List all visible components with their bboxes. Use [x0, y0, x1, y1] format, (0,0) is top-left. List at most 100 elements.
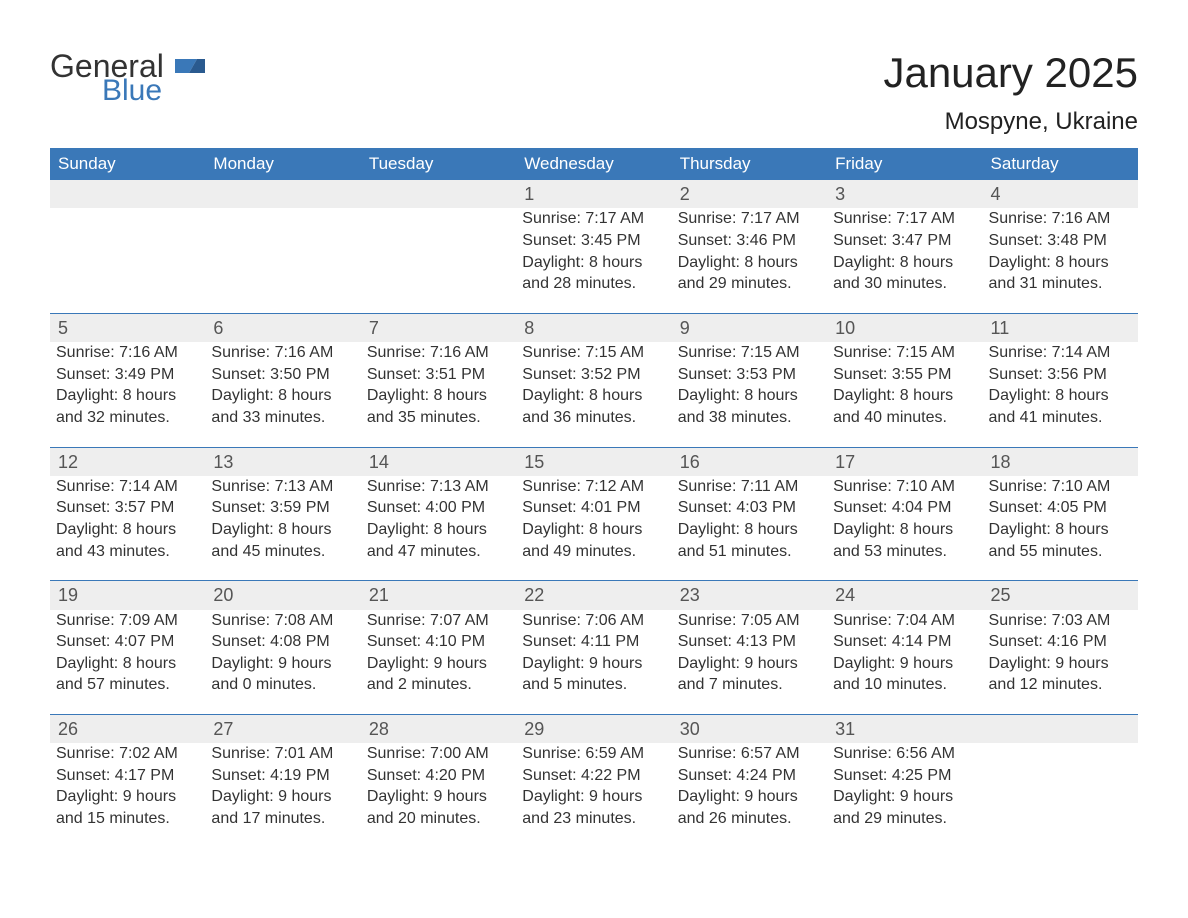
day-line-ss: Sunset: 4:13 PM — [678, 631, 821, 653]
weekday-header: Thursday — [672, 148, 827, 180]
day-line-sr: Sunrise: 7:04 AM — [833, 610, 976, 632]
day-number-cell — [361, 180, 516, 208]
day-line-d1: Daylight: 9 hours — [989, 653, 1132, 675]
day-line-d2: and 5 minutes. — [522, 674, 665, 696]
day-line-ss: Sunset: 4:00 PM — [367, 497, 510, 519]
day-body-cell: Sunrise: 7:01 AMSunset: 4:19 PMDaylight:… — [205, 743, 360, 847]
day-number-cell: 17 — [827, 447, 982, 476]
day-body-cell: Sunrise: 7:03 AMSunset: 4:16 PMDaylight:… — [983, 610, 1138, 715]
day-body-cell: Sunrise: 6:56 AMSunset: 4:25 PMDaylight:… — [827, 743, 982, 847]
day-number-cell: 22 — [516, 581, 671, 610]
day-line-d1: Daylight: 8 hours — [833, 252, 976, 274]
logo-flag-icon — [175, 50, 205, 82]
day-line-d2: and 31 minutes. — [989, 273, 1132, 295]
day-line-ss: Sunset: 3:57 PM — [56, 497, 199, 519]
day-body-cell: Sunrise: 6:59 AMSunset: 4:22 PMDaylight:… — [516, 743, 671, 847]
day-number-cell — [50, 180, 205, 208]
day-line-ss: Sunset: 4:16 PM — [989, 631, 1132, 653]
day-line-sr: Sunrise: 7:16 AM — [211, 342, 354, 364]
day-body-cell: Sunrise: 7:16 AMSunset: 3:50 PMDaylight:… — [205, 342, 360, 447]
day-line-ss: Sunset: 3:47 PM — [833, 230, 976, 252]
day-line-d1: Daylight: 9 hours — [367, 653, 510, 675]
day-line-sr: Sunrise: 7:17 AM — [522, 208, 665, 230]
week-daynum-row: 567891011 — [50, 313, 1138, 342]
day-line-sr: Sunrise: 7:06 AM — [522, 610, 665, 632]
day-body-cell: Sunrise: 7:15 AMSunset: 3:53 PMDaylight:… — [672, 342, 827, 447]
day-line-d2: and 0 minutes. — [211, 674, 354, 696]
weekday-header: Tuesday — [361, 148, 516, 180]
day-line-ss: Sunset: 3:46 PM — [678, 230, 821, 252]
day-body-cell: Sunrise: 7:14 AMSunset: 3:57 PMDaylight:… — [50, 476, 205, 581]
day-number-cell: 26 — [50, 714, 205, 743]
day-number-cell: 30 — [672, 714, 827, 743]
day-line-sr: Sunrise: 7:08 AM — [211, 610, 354, 632]
day-number-cell: 16 — [672, 447, 827, 476]
day-line-d1: Daylight: 8 hours — [678, 519, 821, 541]
day-line-d1: Daylight: 8 hours — [989, 385, 1132, 407]
day-number-cell: 19 — [50, 581, 205, 610]
day-line-d2: and 30 minutes. — [833, 273, 976, 295]
day-line-d2: and 43 minutes. — [56, 541, 199, 563]
day-number-cell: 4 — [983, 180, 1138, 208]
weekday-header: Wednesday — [516, 148, 671, 180]
day-line-ss: Sunset: 4:03 PM — [678, 497, 821, 519]
day-number-cell: 3 — [827, 180, 982, 208]
day-line-d1: Daylight: 9 hours — [211, 786, 354, 808]
day-line-d1: Daylight: 9 hours — [833, 653, 976, 675]
day-line-sr: Sunrise: 6:57 AM — [678, 743, 821, 765]
day-line-ss: Sunset: 4:04 PM — [833, 497, 976, 519]
day-line-d1: Daylight: 8 hours — [211, 385, 354, 407]
week-daynum-row: 12131415161718 — [50, 447, 1138, 476]
day-line-d2: and 15 minutes. — [56, 808, 199, 830]
day-line-d2: and 23 minutes. — [522, 808, 665, 830]
day-number-cell: 27 — [205, 714, 360, 743]
day-line-ss: Sunset: 3:49 PM — [56, 364, 199, 386]
day-line-ss: Sunset: 4:14 PM — [833, 631, 976, 653]
day-body-cell: Sunrise: 6:57 AMSunset: 4:24 PMDaylight:… — [672, 743, 827, 847]
week-daynum-row: 1234 — [50, 180, 1138, 208]
day-body-cell: Sunrise: 7:13 AMSunset: 4:00 PMDaylight:… — [361, 476, 516, 581]
day-number-cell: 11 — [983, 313, 1138, 342]
weekday-header: Friday — [827, 148, 982, 180]
day-body-cell: Sunrise: 7:16 AMSunset: 3:49 PMDaylight:… — [50, 342, 205, 447]
day-number-cell: 10 — [827, 313, 982, 342]
day-line-ss: Sunset: 3:53 PM — [678, 364, 821, 386]
day-line-sr: Sunrise: 7:14 AM — [989, 342, 1132, 364]
day-line-sr: Sunrise: 7:15 AM — [678, 342, 821, 364]
day-line-ss: Sunset: 4:11 PM — [522, 631, 665, 653]
day-line-d1: Daylight: 8 hours — [56, 385, 199, 407]
day-line-sr: Sunrise: 7:13 AM — [367, 476, 510, 498]
day-body-cell — [50, 208, 205, 313]
day-body-cell: Sunrise: 7:17 AMSunset: 3:45 PMDaylight:… — [516, 208, 671, 313]
day-line-sr: Sunrise: 6:56 AM — [833, 743, 976, 765]
day-line-sr: Sunrise: 7:05 AM — [678, 610, 821, 632]
day-line-ss: Sunset: 3:48 PM — [989, 230, 1132, 252]
day-number-cell: 12 — [50, 447, 205, 476]
day-line-sr: Sunrise: 7:16 AM — [989, 208, 1132, 230]
day-line-d1: Daylight: 8 hours — [56, 653, 199, 675]
day-line-d2: and 51 minutes. — [678, 541, 821, 563]
day-line-d1: Daylight: 8 hours — [833, 385, 976, 407]
day-line-sr: Sunrise: 7:17 AM — [678, 208, 821, 230]
day-line-d2: and 47 minutes. — [367, 541, 510, 563]
week-body-row: Sunrise: 7:09 AMSunset: 4:07 PMDaylight:… — [50, 610, 1138, 715]
day-line-d1: Daylight: 8 hours — [989, 519, 1132, 541]
day-body-cell: Sunrise: 7:05 AMSunset: 4:13 PMDaylight:… — [672, 610, 827, 715]
day-body-cell — [361, 208, 516, 313]
day-body-cell: Sunrise: 7:10 AMSunset: 4:05 PMDaylight:… — [983, 476, 1138, 581]
day-line-sr: Sunrise: 7:17 AM — [833, 208, 976, 230]
day-line-d2: and 55 minutes. — [989, 541, 1132, 563]
day-body-cell: Sunrise: 7:11 AMSunset: 4:03 PMDaylight:… — [672, 476, 827, 581]
day-line-ss: Sunset: 4:17 PM — [56, 765, 199, 787]
day-line-d2: and 32 minutes. — [56, 407, 199, 429]
day-line-d2: and 20 minutes. — [367, 808, 510, 830]
day-line-d1: Daylight: 9 hours — [522, 786, 665, 808]
day-body-cell — [205, 208, 360, 313]
day-line-sr: Sunrise: 7:15 AM — [833, 342, 976, 364]
day-number-cell — [983, 714, 1138, 743]
day-line-d2: and 35 minutes. — [367, 407, 510, 429]
day-number-cell — [205, 180, 360, 208]
day-line-sr: Sunrise: 7:11 AM — [678, 476, 821, 498]
day-body-cell: Sunrise: 7:16 AMSunset: 3:51 PMDaylight:… — [361, 342, 516, 447]
day-line-d1: Daylight: 8 hours — [678, 252, 821, 274]
